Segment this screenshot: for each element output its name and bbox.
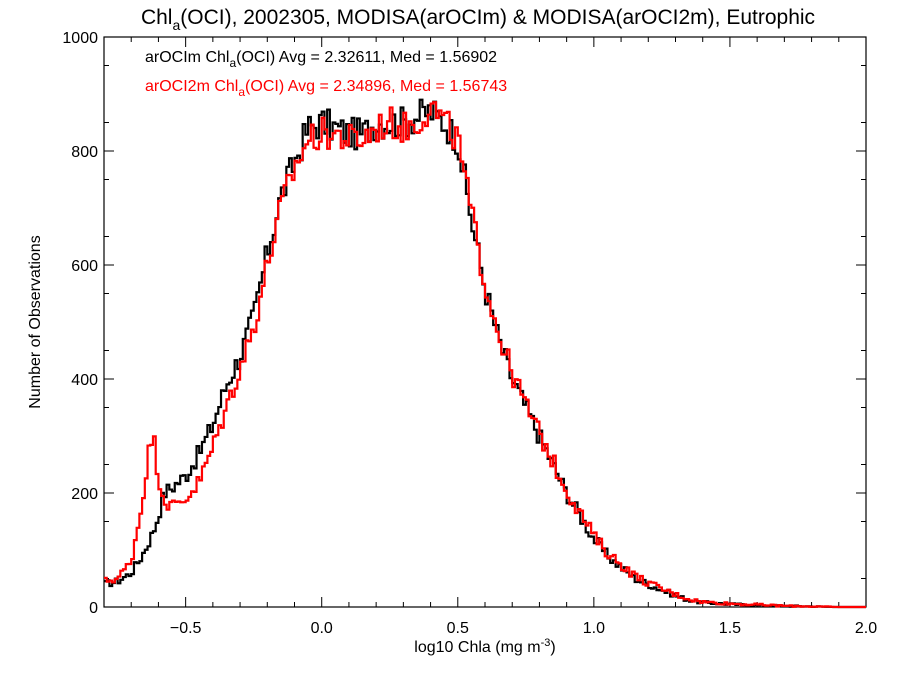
y-axis-label: Number of Observations [27,235,44,408]
x-tick-labels: −0.5 0.0 0.5 1.0 1.5 2.0 [170,620,877,637]
y-tick-label: 1000 [62,30,98,47]
y-tick-label: 200 [71,486,98,503]
title-rest: (OCI), 2002305, MODISA(arOCIm) & MODISA(… [180,6,815,29]
x-axis-label-sup: -3 [541,637,551,649]
series-line-1 [104,101,866,609]
series-group [104,98,866,609]
y-tick-label: 400 [71,372,98,389]
series-line-0 [104,98,866,609]
x-axis-label: log10 Chla (mg m-3) [414,637,555,656]
annotation-arocim-sub: a [229,56,236,70]
annotation-arocim: arOCIm Chla(OCI) Avg = 2.32611, Med = 1.… [145,49,497,70]
annotation-arocim2-sub: a [238,85,245,99]
x-axis-label-base: log10 Chla (mg m [414,639,540,656]
x-tick-label: 1.0 [583,620,605,637]
annotation-arocim2: arOCI2m Chla(OCI) Avg = 2.34896, Med = 1… [145,78,507,99]
x-axis-label-end: ) [550,639,555,656]
x-tick-label: 2.0 [855,620,877,637]
y-tick-label: 0 [89,600,98,617]
annotation-arocim2-name: arOCI2m Chl [145,78,238,95]
y-tick-labels: 0 200 400 600 800 1000 [62,30,98,617]
chart-title: Chla(OCI), 2002305, MODISA(arOCIm) & MOD… [141,6,815,33]
x-tick-label: 0.5 [447,620,469,637]
x-tick-label: 1.5 [719,620,741,637]
y-tick-label: 800 [71,144,98,161]
annotation-arocim-rest: (OCI) Avg = 2.32611, Med = 1.56902 [236,49,497,66]
annotation-arocim-name: arOCIm Chl [145,49,229,66]
title-subscript: a [172,17,180,33]
title-base: Chl [141,6,173,29]
x-tick-label: −0.5 [170,620,202,637]
axis-ticks [104,36,867,608]
y-tick-label: 600 [71,258,98,275]
annotation-arocim2-rest: (OCI) Avg = 2.34896, Med = 1.56743 [245,78,507,95]
x-tick-label: 0.0 [311,620,333,637]
plot-frame [103,36,867,608]
